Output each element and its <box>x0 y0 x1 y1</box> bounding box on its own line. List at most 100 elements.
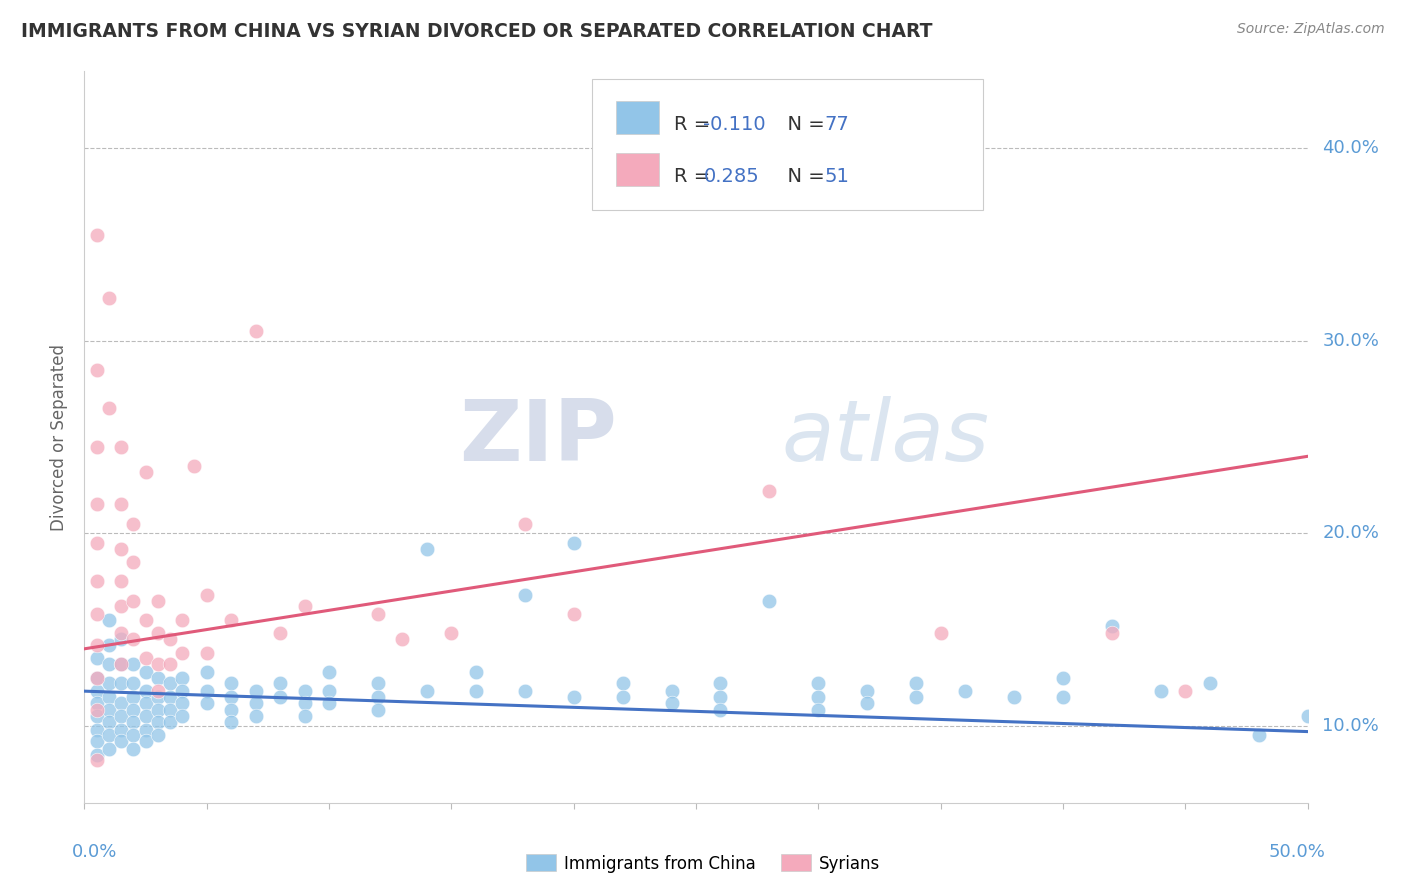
Point <box>709 676 731 690</box>
Point <box>318 696 340 710</box>
Point <box>1296 709 1319 723</box>
Point <box>97 676 120 690</box>
Point <box>294 696 316 710</box>
Point <box>86 227 108 242</box>
Point <box>1052 671 1074 685</box>
Point <box>661 696 683 710</box>
Point <box>195 588 218 602</box>
Point <box>86 754 108 768</box>
Point <box>612 690 634 704</box>
Point <box>269 626 291 640</box>
Point <box>110 709 132 723</box>
Point <box>135 696 157 710</box>
Point <box>110 440 132 454</box>
Point <box>219 714 242 729</box>
Point <box>1101 618 1123 632</box>
Text: 0.0%: 0.0% <box>72 843 118 861</box>
Point <box>219 703 242 717</box>
Point <box>110 734 132 748</box>
Point <box>416 684 439 698</box>
Point <box>97 728 120 742</box>
Point <box>135 613 157 627</box>
Point <box>86 638 108 652</box>
Text: 51: 51 <box>824 167 849 186</box>
Point <box>172 671 194 685</box>
Point <box>122 676 145 690</box>
Point <box>513 516 536 531</box>
Point <box>758 483 780 498</box>
Point <box>159 657 181 672</box>
Point <box>856 696 879 710</box>
Point <box>86 607 108 622</box>
Point <box>245 324 267 338</box>
Point <box>159 676 181 690</box>
Point <box>440 626 463 640</box>
Point <box>146 593 169 607</box>
Point <box>562 607 585 622</box>
Point <box>318 684 340 698</box>
Point <box>110 723 132 737</box>
Point <box>219 690 242 704</box>
Point <box>464 684 486 698</box>
Point <box>97 401 120 416</box>
Point <box>97 703 120 717</box>
Point <box>122 690 145 704</box>
Point <box>318 665 340 679</box>
Point <box>367 607 389 622</box>
Text: 30.0%: 30.0% <box>1322 332 1379 350</box>
Point <box>86 440 108 454</box>
Point <box>86 747 108 762</box>
Point <box>135 723 157 737</box>
Point <box>122 632 145 647</box>
FancyBboxPatch shape <box>616 101 659 134</box>
Point <box>905 676 928 690</box>
FancyBboxPatch shape <box>616 153 659 186</box>
Point <box>86 536 108 550</box>
Point <box>135 709 157 723</box>
Point <box>294 709 316 723</box>
Point <box>86 723 108 737</box>
Text: N =: N = <box>776 115 831 134</box>
Point <box>86 671 108 685</box>
Text: R =: R = <box>673 167 717 186</box>
Point <box>122 728 145 742</box>
Text: 40.0%: 40.0% <box>1322 139 1379 157</box>
Point <box>110 696 132 710</box>
Point <box>122 516 145 531</box>
Point <box>122 593 145 607</box>
Point <box>110 626 132 640</box>
Text: 10.0%: 10.0% <box>1322 717 1379 735</box>
Point <box>1174 684 1197 698</box>
Text: ZIP: ZIP <box>458 395 616 479</box>
Point <box>86 684 108 698</box>
Point <box>97 742 120 756</box>
Text: -0.110: -0.110 <box>703 115 766 134</box>
Text: R =: R = <box>673 115 717 134</box>
Point <box>86 703 108 717</box>
Point <box>391 632 413 647</box>
Point <box>367 703 389 717</box>
Point <box>612 676 634 690</box>
Point <box>1002 690 1025 704</box>
Point <box>159 703 181 717</box>
Point <box>110 657 132 672</box>
Point <box>146 728 169 742</box>
Point <box>245 696 267 710</box>
Point <box>172 613 194 627</box>
Point <box>110 676 132 690</box>
Point <box>86 498 108 512</box>
Point <box>953 684 976 698</box>
Point <box>97 613 120 627</box>
Point <box>135 665 157 679</box>
Point <box>86 709 108 723</box>
Point <box>110 632 132 647</box>
Point <box>159 714 181 729</box>
Point <box>294 684 316 698</box>
Point <box>464 665 486 679</box>
Point <box>856 684 879 698</box>
Text: 50.0%: 50.0% <box>1270 843 1326 861</box>
Point <box>97 690 120 704</box>
Point <box>110 574 132 589</box>
Point <box>172 709 194 723</box>
Point <box>122 555 145 569</box>
